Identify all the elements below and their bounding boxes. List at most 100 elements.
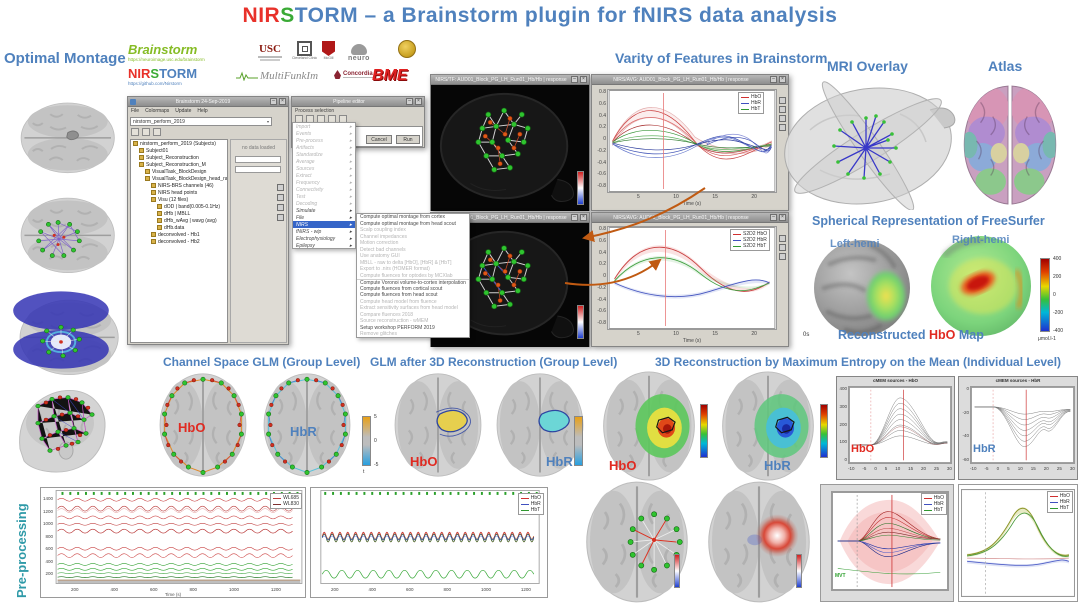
nirs-submenu-item[interactable]: Compute head model from fluence xyxy=(357,299,469,306)
db-menu-item[interactable]: File xyxy=(131,108,140,114)
db-tree-item[interactable]: dHb.data xyxy=(131,224,227,231)
close-button[interactable]: × xyxy=(580,214,587,221)
process-menu-item[interactable]: Decoding ▸ xyxy=(293,200,355,207)
nirs-submenu-item[interactable]: Remove glitches xyxy=(357,331,469,338)
nirs-submenu-item[interactable]: Compare fluences 2018 xyxy=(357,312,469,319)
figure-button[interactable] xyxy=(779,244,786,251)
x-tick: 20 xyxy=(751,194,757,200)
tree-node-label: deconvolved - Hb2 xyxy=(158,238,200,245)
menu-item-label: Artifacts xyxy=(296,144,315,151)
nirs-submenu-item[interactable]: MBLL - raw to delta [HbO], [HbR] & [HbT] xyxy=(357,260,469,267)
db-tree-item[interactable]: nirstorm_perform_2019 (Subjects) xyxy=(131,140,227,147)
db-tree-item[interactable]: deconvolved - Hb1 xyxy=(131,231,227,238)
close-button[interactable]: × xyxy=(580,76,587,83)
close-button[interactable]: × xyxy=(279,98,286,105)
nirs-submenu-item[interactable]: Compute fluences from head scout xyxy=(357,292,469,299)
plot-window-titlebar[interactable]: NIRS/AVG: AUD01_Block_PG_LH_Run01_Hb/Hb … xyxy=(592,213,788,223)
pipeline-titlebar[interactable]: Pipeline editor – × xyxy=(292,97,424,107)
plot-window-titlebar[interactable]: NIRS/AVG: AUD01_Block_PG_LH_Run01_Hb/Hb … xyxy=(592,75,788,85)
nirs-submenu-item[interactable]: Setup workshop PERFORM 2019 xyxy=(357,325,469,332)
cancel-button[interactable]: Cancel xyxy=(366,135,392,144)
nirs-submenu-item[interactable]: Source reconstruction - wMEM xyxy=(357,318,469,325)
db-tree-item[interactable]: Visu (12 files) xyxy=(131,196,227,203)
process-menu-item[interactable]: Sources ▸ xyxy=(293,165,355,172)
process-menu-item[interactable]: Simulate ▸ xyxy=(293,207,355,214)
close-button[interactable]: × xyxy=(779,214,786,221)
toolbar-functional-icon[interactable] xyxy=(153,128,161,136)
head-window-titlebar[interactable]: NIRS/TF: AUD01_Block_PG_LH_Run01_Hb/Hb |… xyxy=(431,75,589,85)
db-window-titlebar[interactable]: Brainstorm 24-Sep-2019 – × xyxy=(128,97,288,107)
nirs-submenu-item[interactable]: Compute Voronoi volume-to-cortex interpo… xyxy=(357,279,469,286)
nirs-submenu-item[interactable]: Compute fluences for optodes by MCXlab xyxy=(357,273,469,280)
db-menu-item[interactable]: Help xyxy=(197,108,208,114)
process-menu-item[interactable]: Pre-process ▸ xyxy=(293,137,355,144)
process-menu-item[interactable]: Test ▸ xyxy=(293,193,355,200)
side-panel-field[interactable] xyxy=(235,166,281,173)
close-button[interactable]: × xyxy=(415,98,422,105)
nirs-submenu-item[interactable]: Compute optimal montage from cortex xyxy=(357,214,469,221)
db-tree-item[interactable]: deconvolved - Hb2 xyxy=(131,238,227,245)
legend-entry: HbR xyxy=(530,501,541,507)
nirs-submenu-item[interactable]: Extract sensitivity surfaces from head m… xyxy=(357,305,469,312)
db-tree-item[interactable]: VisualTask_BlockDesign_head_raw xyxy=(131,175,227,182)
db-tree-item[interactable]: Subject01 xyxy=(131,147,227,154)
figure-button[interactable] xyxy=(779,115,786,122)
process-menu-item[interactable]: Events ▸ xyxy=(293,130,355,137)
nirs-submenu-item[interactable]: Detect bad channels xyxy=(357,247,469,254)
db-tree-item[interactable]: Subject_Reconstruction_M xyxy=(131,161,227,168)
minimize-button[interactable]: – xyxy=(270,98,277,105)
process-menu-item[interactable]: Connectivity ▸ xyxy=(293,186,355,193)
panel-button[interactable] xyxy=(277,204,284,211)
db-tree-item[interactable]: dHb | MBLL xyxy=(131,210,227,217)
process-menu-item[interactable]: File ▸ xyxy=(293,214,355,221)
figure-button[interactable] xyxy=(779,97,786,104)
toolbar-anatomy-icon[interactable] xyxy=(142,128,150,136)
panel-button[interactable] xyxy=(277,214,284,221)
nirs-submenu-item[interactable]: Channel impedances xyxy=(357,234,469,241)
nirs-submenu-item[interactable]: Scalp coupling index xyxy=(357,227,469,234)
process-menu-item[interactable]: Extract ▸ xyxy=(293,172,355,179)
process-menu-item[interactable]: Standardize ▸ xyxy=(293,151,355,158)
process-menu-item[interactable]: Import ▸ xyxy=(293,123,355,130)
nirs-submenu-item[interactable]: Compute fluences from cortical scout xyxy=(357,286,469,293)
db-menu-item[interactable]: Update xyxy=(175,108,192,114)
db-tree-item[interactable]: NIRS head points xyxy=(131,189,227,196)
minimize-button[interactable]: – xyxy=(406,98,413,105)
nirs-submenu-item[interactable]: Export to .nirs (HOMER format) xyxy=(357,266,469,273)
nirs-submenu-item[interactable]: Use anatomy GUI xyxy=(357,253,469,260)
legend-entry: HbO xyxy=(530,495,541,501)
close-button[interactable]: × xyxy=(779,76,786,83)
minimize-button[interactable]: – xyxy=(770,76,777,83)
db-tree-item[interactable]: NIRS-BRS channels (46) xyxy=(131,182,227,189)
side-panel-note: no data loaded xyxy=(241,145,276,151)
figure-button[interactable] xyxy=(779,235,786,242)
minimize-button[interactable]: – xyxy=(770,214,777,221)
head-window-titlebar[interactable]: NIRS/TF: AUD01_Block_PG_LH_Run01_Hb/Hb |… xyxy=(431,213,589,223)
nirs-submenu-item[interactable]: Motion correction xyxy=(357,240,469,247)
plot-canvas xyxy=(848,386,952,464)
figure-button[interactable] xyxy=(779,253,786,260)
figure-button[interactable] xyxy=(779,106,786,113)
protocol-dropdown[interactable]: nirstorm_perform_2019 ▾ xyxy=(130,117,272,126)
nirs-submenu-item[interactable]: Compute optimal montage from head scout xyxy=(357,221,469,228)
process-menu-item[interactable]: Average ▸ xyxy=(293,158,355,165)
toolbar-subjects-icon[interactable] xyxy=(131,128,139,136)
panel-button[interactable] xyxy=(277,184,284,191)
process-menu-item[interactable]: Artifacts ▸ xyxy=(293,144,355,151)
figure-button[interactable] xyxy=(779,124,786,131)
panel-button[interactable] xyxy=(277,194,284,201)
db-tree-item[interactable]: VisualTask_BlockDesign xyxy=(131,168,227,175)
side-panel-field[interactable] xyxy=(235,156,281,163)
db-menu-item[interactable]: Colormaps xyxy=(145,108,170,114)
run-button[interactable]: Run xyxy=(396,135,420,144)
db-tree-item[interactable]: dHb_wAvg | wavg (avg) xyxy=(131,217,227,224)
process-menu-item[interactable]: Epilepsy ▸ xyxy=(293,242,355,249)
minimize-button[interactable]: – xyxy=(571,76,578,83)
db-tree-item[interactable]: dOD | band(0.005-0.1Hz) xyxy=(131,203,227,210)
process-menu-item[interactable]: Frequency ▸ xyxy=(293,179,355,186)
process-menu-item[interactable]: NIRS ▸ xyxy=(293,221,355,228)
process-menu-item[interactable]: fNIRS - wip ▸ xyxy=(293,228,355,235)
db-tree-item[interactable]: Subject_Reconstruction xyxy=(131,154,227,161)
process-menu-item[interactable]: Electrophysiology ▸ xyxy=(293,235,355,242)
minimize-button[interactable]: – xyxy=(571,214,578,221)
